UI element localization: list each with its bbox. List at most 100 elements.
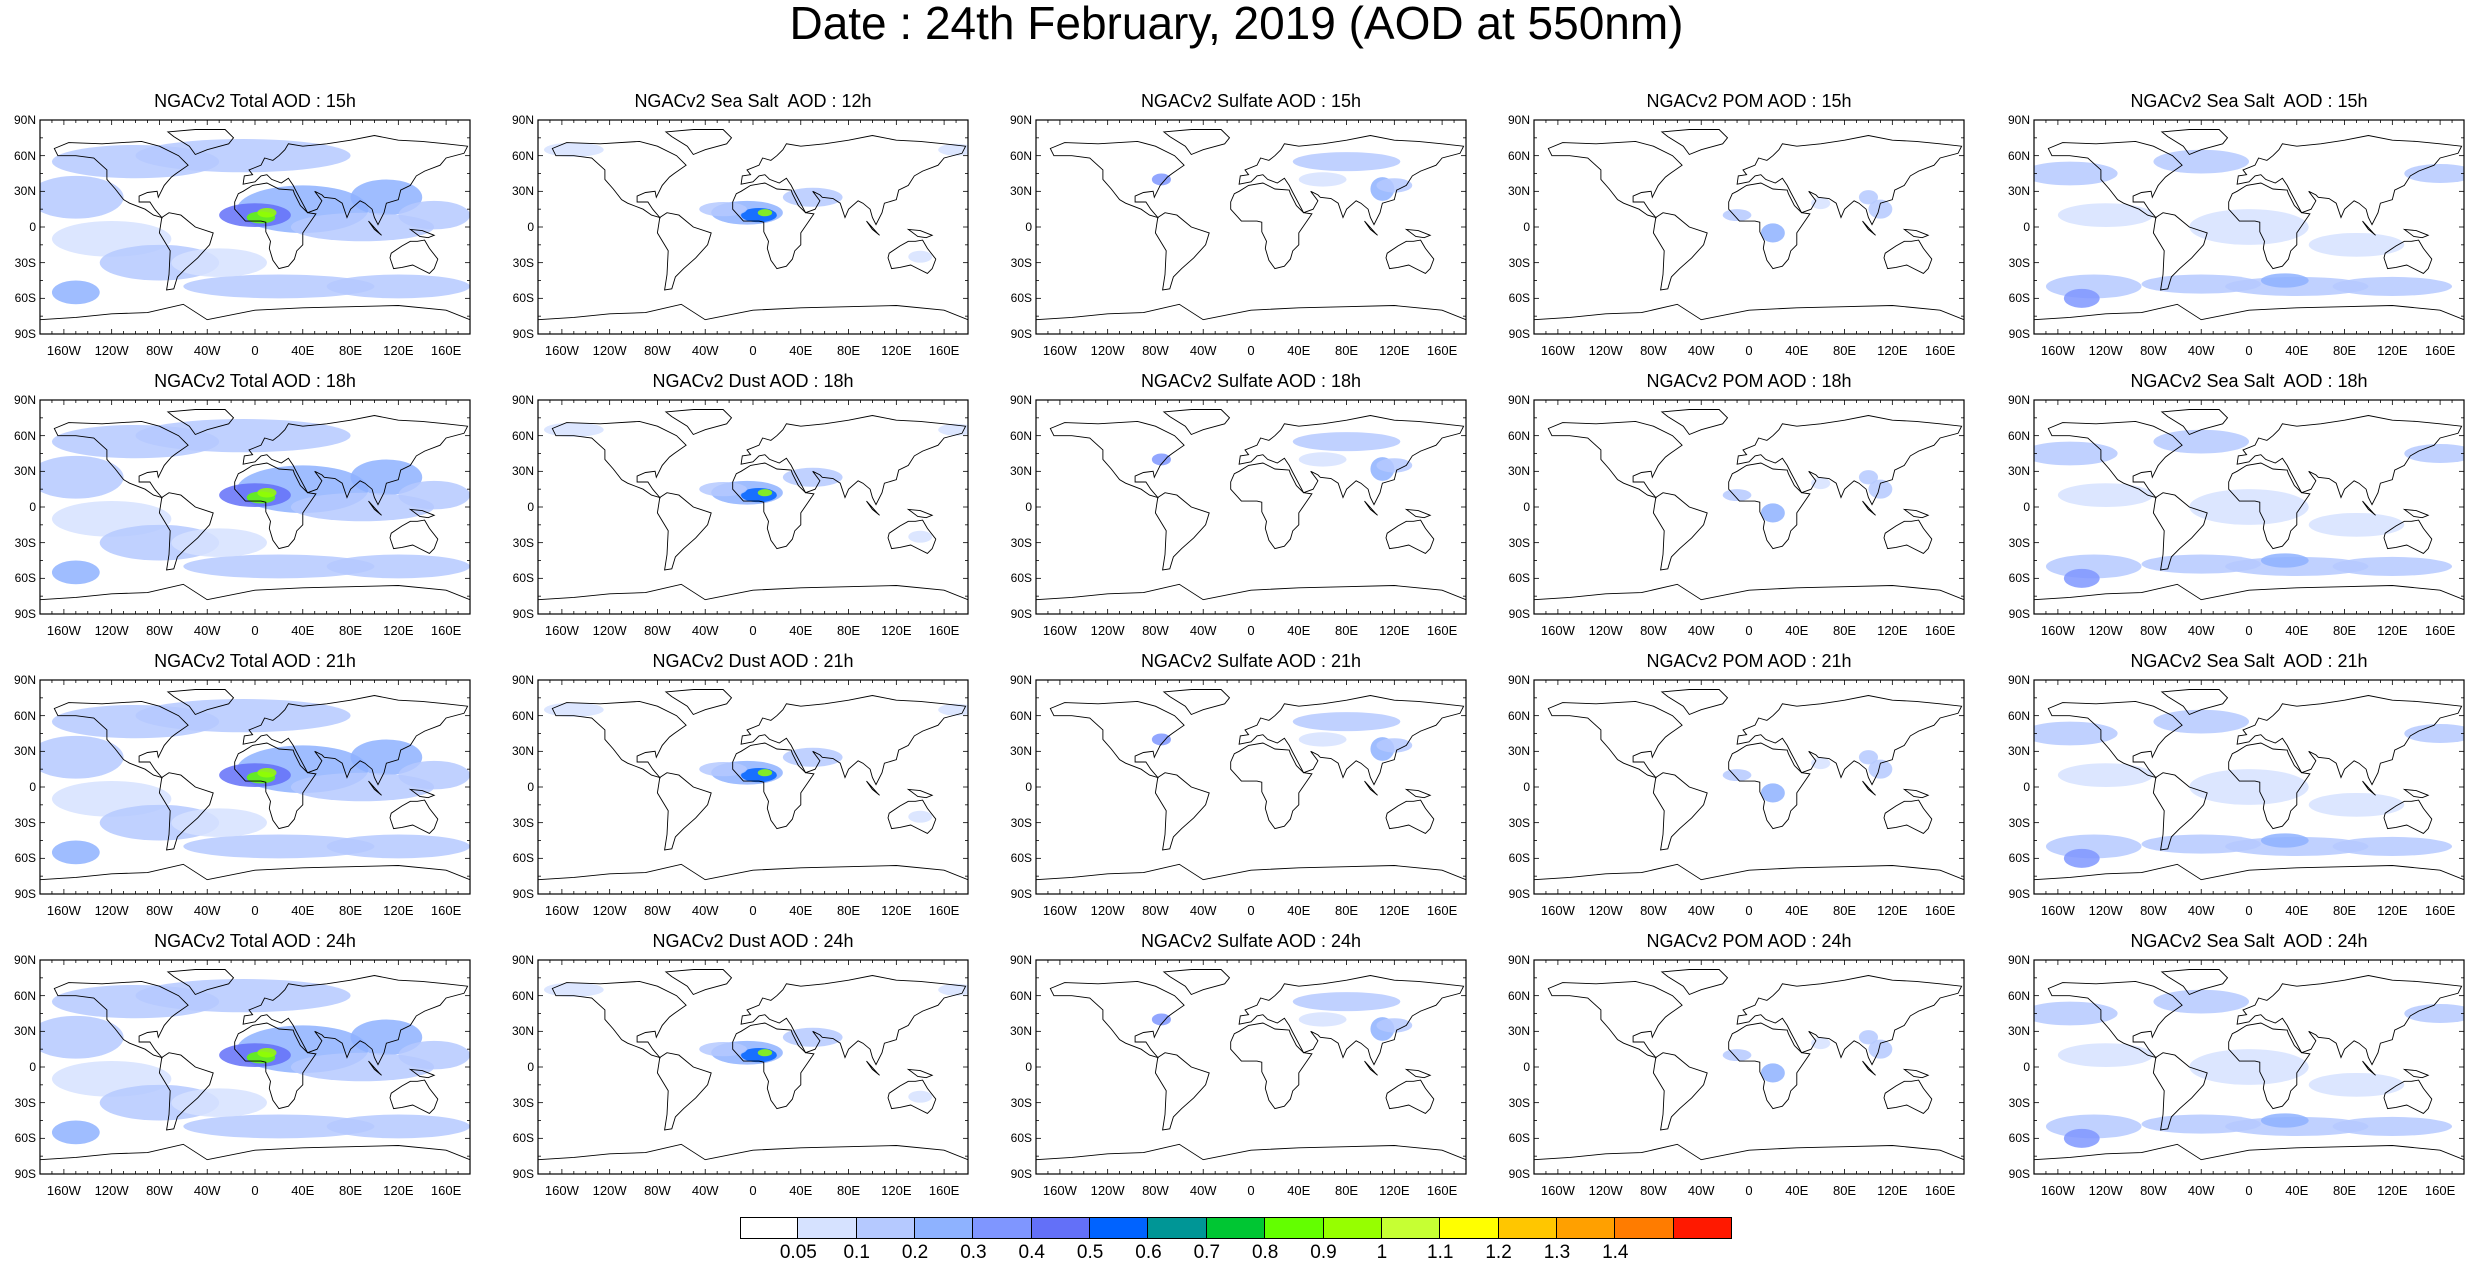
- lon-tick-label: 160E: [1426, 623, 1458, 638]
- lon-tick-label: 0: [749, 343, 757, 358]
- lon-tick-label: 40W: [1189, 343, 1217, 358]
- lon-tick-label: 120E: [1379, 623, 1410, 638]
- map-plot: [2033, 119, 2465, 335]
- lat-tick-label: 60N: [2007, 988, 2030, 1003]
- coastline: [1728, 1022, 1811, 1110]
- coastline: [2152, 212, 2208, 291]
- coastline: [158, 772, 214, 851]
- coastline: [1534, 583, 1964, 614]
- colorbar-label: 1.4: [1602, 1242, 1629, 1263]
- lon-tick-label: 40E: [1287, 623, 1311, 638]
- lon-tick-label: 160W: [544, 343, 579, 358]
- coastline: [234, 742, 317, 830]
- aod-field: [2404, 443, 2464, 464]
- lat-tick-label: 30N: [1507, 744, 1530, 759]
- lat-tick-label: 30N: [2007, 744, 2030, 759]
- lat-tick-label: 0: [527, 220, 534, 234]
- lon-tick-label: 80E: [1832, 623, 1857, 638]
- lon-tick-label: 160E: [1426, 903, 1458, 918]
- lon-tick-label: 160W: [1540, 1183, 1575, 1198]
- panel-title: NGACv2 Sea Salt AOD : 24h: [2130, 931, 2368, 951]
- aod-field: [2189, 209, 2309, 245]
- aod-field: [938, 703, 968, 716]
- lat-tick-label: 90N: [1507, 673, 1530, 687]
- colorbar-swatch: [1265, 1217, 1324, 1239]
- lat-tick-label: 30N: [13, 184, 36, 199]
- lat-tick-label: 60S: [14, 571, 36, 586]
- coastline: [368, 780, 382, 796]
- aod-field: [51, 840, 100, 865]
- coastline: [2383, 799, 2433, 834]
- lon-tick-label: 80E: [1334, 903, 1359, 918]
- coastline: [2152, 492, 2208, 571]
- coastline: [538, 583, 968, 614]
- lon-tick-label: 160W: [46, 343, 81, 358]
- coastline: [1534, 303, 1964, 334]
- lat-tick-label: 90N: [2007, 673, 2030, 687]
- lon-tick-label: 160E: [1924, 343, 1956, 358]
- aod-field: [908, 1090, 933, 1103]
- lon-tick-label: 120W: [94, 903, 129, 918]
- lon-tick-label: 40W: [2187, 343, 2215, 358]
- lat-tick-label: 90S: [2008, 327, 2030, 341]
- coastline: [656, 1052, 712, 1131]
- lat-tick-label: 30N: [1009, 1024, 1032, 1039]
- lon-tick-label: 80E: [1334, 623, 1359, 638]
- aod-field: [2260, 833, 2309, 848]
- aod-field: [2308, 232, 2405, 257]
- lon-tick-label: 40E: [291, 343, 315, 358]
- lon-tick-label: 120E: [2377, 1183, 2408, 1198]
- coastline: [40, 583, 470, 614]
- coastline: [1364, 220, 1378, 236]
- coastline: [1902, 228, 1930, 239]
- aod-field: [1151, 1013, 1171, 1026]
- lat-tick-label: 90N: [1009, 393, 1032, 407]
- map-plot: [1035, 679, 1467, 895]
- lon-tick-label: 40W: [193, 1183, 221, 1198]
- lat-tick-label: 30N: [2007, 1024, 2030, 1039]
- coastline: [740, 975, 967, 1066]
- lon-tick-label: 80W: [644, 903, 671, 918]
- lat-tick-label: 60S: [1508, 571, 1530, 586]
- map-panel: NGACv2 Sea Salt AOD : 24h 90N 60N 30N 0 30S 60…: [1998, 932, 2473, 1206]
- lon-tick-label: 0: [251, 903, 259, 918]
- coastline: [158, 1052, 214, 1131]
- aod-field: [171, 1088, 267, 1117]
- lon-tick-label: 80W: [146, 1183, 173, 1198]
- aod-field: [1298, 732, 1347, 747]
- coastline: [906, 788, 934, 799]
- map-plot: [1533, 959, 1965, 1175]
- lat-tick-label: 30S: [2008, 255, 2030, 270]
- coastline: [53, 140, 189, 219]
- aod-field: [290, 1052, 435, 1082]
- colorbar-label: 1.1: [1427, 1242, 1454, 1263]
- coastline: [53, 980, 189, 1059]
- coastline: [1364, 780, 1378, 796]
- aod-field: [1760, 1063, 1785, 1083]
- coastline: [2362, 500, 2376, 516]
- aod-field: [2153, 989, 2249, 1014]
- lat-tick-label: 60S: [512, 1131, 534, 1146]
- coastline: [40, 863, 470, 894]
- coastline: [166, 129, 235, 156]
- coastline: [1404, 788, 1432, 799]
- map-plot: [1533, 119, 1965, 335]
- coastline: [1385, 519, 1435, 554]
- lat-tick-label: 0: [527, 500, 534, 514]
- lat-tick-label: 60S: [2008, 851, 2030, 866]
- aod-field: [290, 492, 435, 522]
- lon-tick-label: 0: [2245, 1183, 2253, 1198]
- lon-tick-label: 40W: [2187, 623, 2215, 638]
- aod-field: [699, 202, 748, 217]
- lon-tick-label: 80E: [836, 903, 861, 918]
- lon-tick-label: 80W: [2140, 623, 2167, 638]
- coastline: [551, 700, 687, 779]
- coastline: [2362, 780, 2376, 796]
- aod-field: [2332, 556, 2453, 576]
- coastline: [234, 182, 317, 270]
- lon-tick-label: 40W: [1189, 1183, 1217, 1198]
- lon-tick-label: 40E: [789, 343, 813, 358]
- lat-tick-label: 60S: [1508, 1131, 1530, 1146]
- aod-field: [2153, 149, 2249, 174]
- coastline: [234, 1022, 317, 1110]
